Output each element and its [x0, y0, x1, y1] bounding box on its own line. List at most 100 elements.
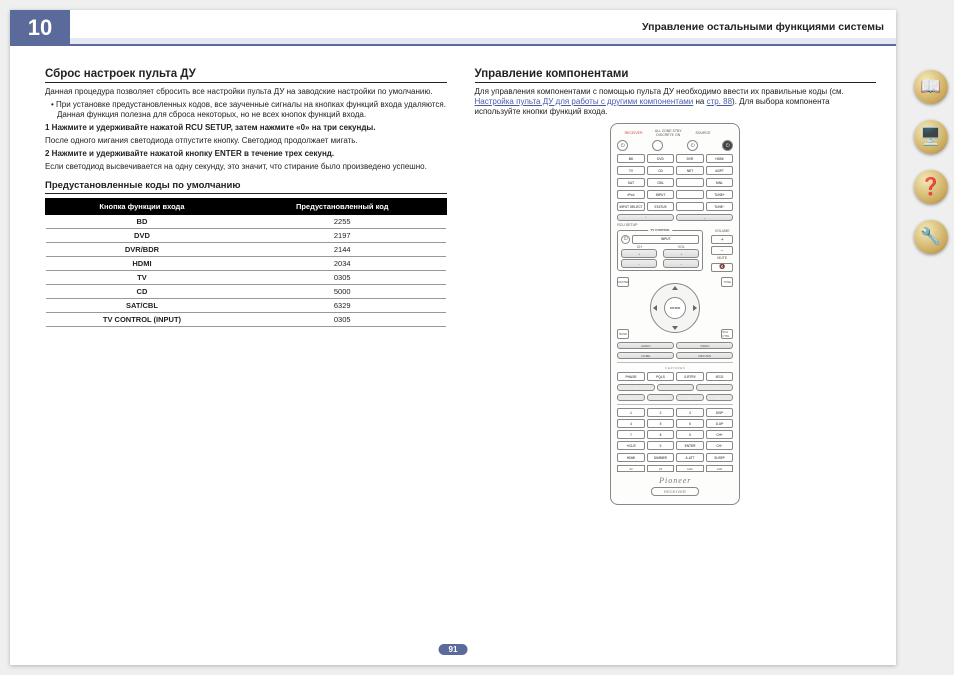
- book-icon[interactable]: 📖: [914, 70, 948, 104]
- num-button: +/CLR: [617, 441, 645, 450]
- mute-button: 🔇: [711, 263, 733, 272]
- num-button: D.UP: [706, 419, 734, 428]
- right-column: Управление компонентами Для управления к…: [475, 68, 877, 635]
- table-cell: 0305: [238, 313, 446, 327]
- zone-button: HZ2: [676, 465, 704, 472]
- table-row: SAT/CBL6329: [46, 299, 447, 313]
- tools-icon[interactable]: 🔧: [914, 220, 948, 254]
- source-power-button: ⏻: [687, 140, 698, 151]
- input-button: DVD: [647, 154, 675, 163]
- input-button: [676, 190, 704, 199]
- num-button: 7: [617, 430, 645, 439]
- feature-button: S.RTRV: [676, 372, 704, 381]
- th-input: Кнопка функции входа: [46, 199, 239, 215]
- tv-ch-up: +: [621, 249, 657, 258]
- num-button: CH−: [706, 441, 734, 450]
- volume-up-button: +: [711, 235, 733, 244]
- rule: [45, 82, 447, 83]
- volume-down-top: ⌃: [617, 214, 674, 221]
- input-button: MNL: [706, 178, 734, 187]
- num-button: 9: [676, 430, 704, 439]
- tv-power-button: ⏻: [621, 235, 630, 244]
- page-link[interactable]: стр. 88: [707, 97, 732, 106]
- audio-button: AUDIO: [617, 342, 674, 349]
- tv-vol-down: −: [663, 259, 699, 268]
- play-button: ▶: [657, 384, 694, 391]
- dpad-left: [653, 305, 657, 311]
- reset-bullet: • При установке предустановленных кодов,…: [45, 100, 447, 120]
- receiver-label: RECEIVER: [617, 132, 650, 136]
- num-button: 8: [647, 430, 675, 439]
- video-button: VIDEO: [676, 342, 733, 349]
- feature-button: iECO: [706, 372, 734, 381]
- num-button: 4: [617, 419, 645, 428]
- table-cell: DVR/BDR: [46, 243, 239, 257]
- th-code: Предустановленный код: [238, 199, 446, 215]
- table-cell: TV CONTROL (INPUT): [46, 313, 239, 327]
- zone-label: ALL ZONE STBY DISCRETE ON: [652, 130, 685, 137]
- input-button: NET: [676, 166, 704, 175]
- rew-button: ◀◀: [647, 394, 675, 401]
- num-button: 5: [647, 419, 675, 428]
- num-button: 3: [676, 408, 704, 417]
- num-button: 2: [647, 408, 675, 417]
- content-area: Сброс настроек пульта ДУ Данная процедур…: [45, 68, 876, 635]
- dpad-right: [693, 305, 697, 311]
- rule: [475, 82, 877, 83]
- remote-diagram: RECEIVER ALL ZONE STBY DISCRETE ON SOURC…: [610, 123, 740, 505]
- zone-button: LAN: [706, 465, 734, 472]
- device-icon[interactable]: 🖥️: [914, 120, 948, 154]
- table-cell: 2144: [238, 243, 446, 257]
- reset-heading: Сброс настроек пульта ДУ: [45, 68, 447, 80]
- num-button: CH+: [706, 430, 734, 439]
- stop-button: ■: [696, 384, 733, 391]
- tv-ch-down: −: [621, 259, 657, 268]
- input-button: [676, 178, 704, 187]
- reset-intro: Данная процедура позволяет сбросить все …: [45, 87, 447, 97]
- rcu-setup-label: RCU SETUP: [617, 224, 733, 228]
- volume-up-top: ⌄: [676, 214, 733, 221]
- input-button: INPUT: [647, 190, 675, 199]
- zone-button: Z2: [617, 465, 645, 472]
- tv-vol-up: +: [663, 249, 699, 258]
- dpad: ENTER: [644, 277, 706, 339]
- receiver-badge: RECEIVER: [651, 487, 699, 496]
- input-button: BD: [617, 154, 645, 163]
- table-row: DVR/BDR2144: [46, 243, 447, 257]
- tv-input-button: INPUT: [632, 235, 699, 244]
- func-button: A.ATT: [676, 453, 704, 462]
- num-button: 6: [676, 419, 704, 428]
- help-icon[interactable]: ❓: [914, 170, 948, 204]
- zone-button: Z3: [647, 465, 675, 472]
- zone-stby-button: [652, 140, 663, 151]
- table-row: HDMI2034: [46, 257, 447, 271]
- table-row: CD5000: [46, 285, 447, 299]
- input-button: CD: [647, 166, 675, 175]
- dpad-corner-tr: TUNE: [721, 277, 733, 287]
- left-column: Сброс настроек пульта ДУ Данная процедур…: [45, 68, 447, 635]
- num-button: 1: [617, 408, 645, 417]
- dpad-corner-tl: MASTER: [617, 277, 629, 287]
- step-1: 1 Нажмите и удерживайте нажатой RCU SETU…: [45, 123, 447, 133]
- setup-link[interactable]: Настройка пульта ДУ для работы с другими…: [475, 97, 694, 106]
- table-row: TV0305: [46, 271, 447, 285]
- table-cell: 2255: [238, 215, 446, 229]
- table-row: BD2255: [46, 215, 447, 229]
- page-number: 91: [439, 644, 468, 655]
- features-label: FEATURES: [617, 366, 733, 370]
- dpad-down: [672, 326, 678, 330]
- section-header: Управление остальными функциями системы: [70, 10, 896, 46]
- feature-button: PHASE: [617, 372, 645, 381]
- input-button: TUNE+: [706, 190, 734, 199]
- table-cell: 2034: [238, 257, 446, 271]
- table-cell: SAT/CBL: [46, 299, 239, 313]
- table-row: TV CONTROL (INPUT)0305: [46, 313, 447, 327]
- mute-label: MUTE: [711, 257, 733, 261]
- input-button: STATUS: [647, 202, 675, 211]
- source-label: SOURCE: [687, 132, 720, 136]
- ffwd-button: ▶▶: [676, 394, 704, 401]
- volume-label: VOLUME: [711, 230, 733, 234]
- table-cell: DVD: [46, 229, 239, 243]
- table-cell: 6329: [238, 299, 446, 313]
- rule: [45, 193, 447, 194]
